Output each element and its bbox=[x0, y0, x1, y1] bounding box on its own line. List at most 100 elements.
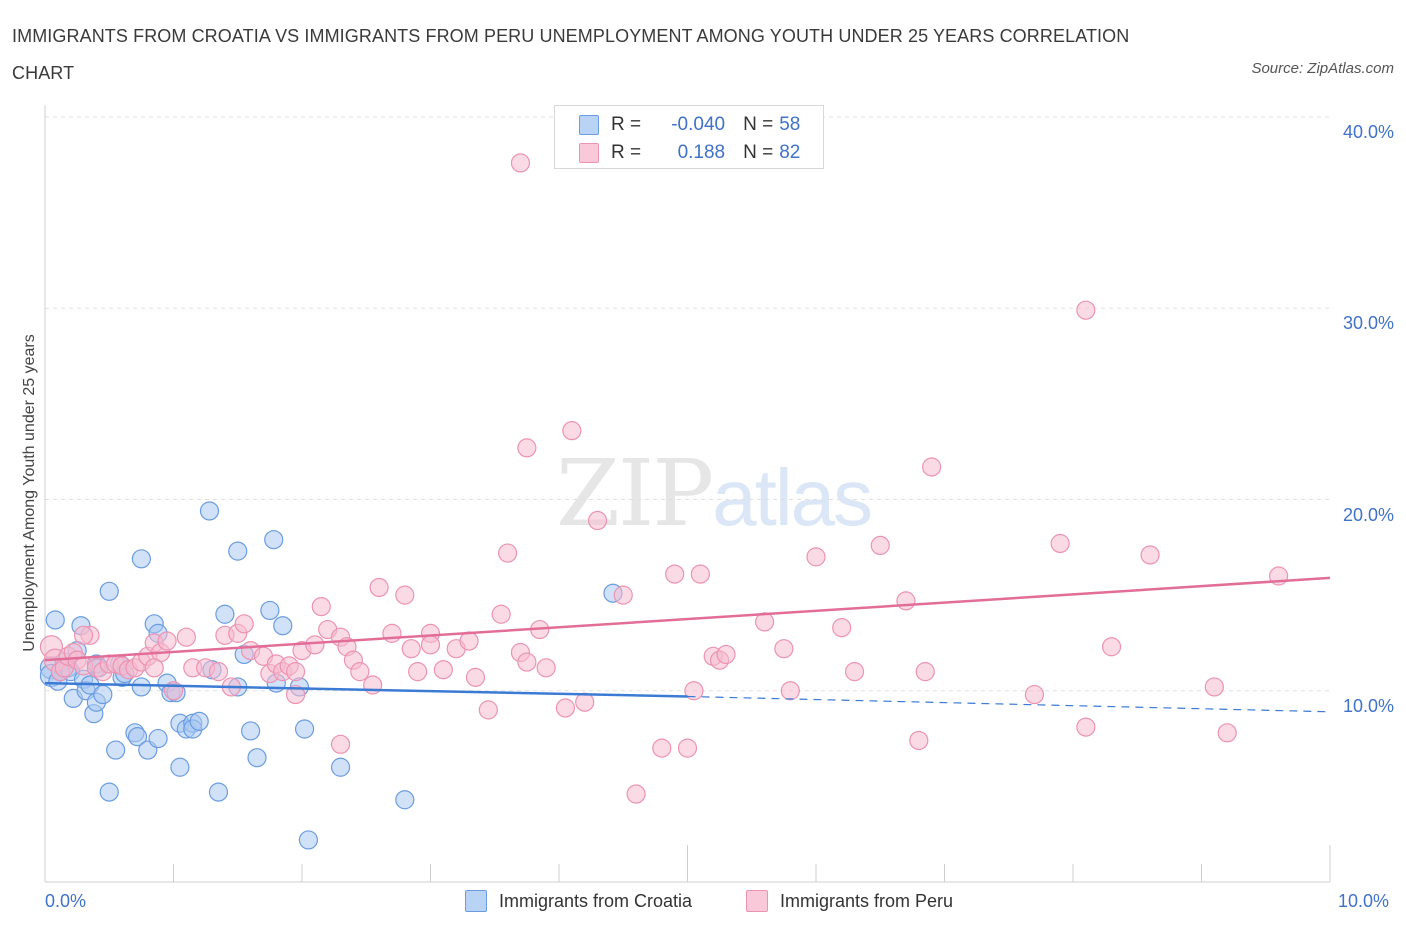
peru-point bbox=[305, 635, 325, 655]
peru-point bbox=[478, 700, 498, 720]
croatia-point bbox=[298, 830, 319, 850]
peru-point bbox=[1204, 677, 1224, 697]
croatia-point bbox=[273, 616, 293, 636]
peru-point bbox=[684, 681, 704, 701]
croatia-point bbox=[131, 677, 151, 697]
peru-point bbox=[234, 614, 254, 634]
peru-point bbox=[1076, 717, 1096, 737]
croatia-point bbox=[148, 728, 168, 749]
peru-point bbox=[677, 738, 698, 758]
legend-n-value-croatia: 58 bbox=[779, 114, 801, 135]
peru-point bbox=[401, 639, 421, 659]
y-axis-label: Unemployment Among Youth under 25 years bbox=[21, 334, 38, 652]
croatia-point bbox=[189, 711, 209, 731]
peru-point bbox=[363, 675, 383, 695]
croatia-point bbox=[106, 740, 126, 760]
peru-point bbox=[780, 681, 800, 701]
croatia-point bbox=[247, 748, 267, 768]
x-tick-label: 0.0% bbox=[45, 891, 87, 911]
peru-point bbox=[690, 564, 710, 584]
grid-lines bbox=[45, 116, 1330, 692]
peru-point bbox=[465, 667, 486, 687]
peru-point bbox=[536, 658, 556, 678]
peru-point bbox=[665, 564, 685, 584]
peru-point bbox=[896, 591, 916, 611]
peru-series bbox=[39, 153, 1289, 804]
peru-point bbox=[330, 734, 351, 754]
croatia-point bbox=[260, 600, 280, 621]
y-tick-label: 10.0% bbox=[1342, 695, 1394, 716]
croatia-point bbox=[208, 782, 229, 802]
croatia-point bbox=[395, 790, 415, 810]
bottom-legend-croatia: Immigrants from Croatia bbox=[465, 890, 692, 912]
legend-r-label: R = bbox=[611, 142, 642, 163]
peru-point bbox=[491, 604, 511, 624]
legend-n-label: N = bbox=[743, 114, 774, 135]
peru-point bbox=[1140, 545, 1160, 565]
peru-point bbox=[285, 662, 306, 682]
legend-r-value-peru: 0.188 bbox=[677, 142, 726, 163]
croatia-point bbox=[241, 721, 261, 741]
croatia-point bbox=[228, 541, 248, 561]
croatia-point bbox=[93, 684, 113, 705]
croatia-point bbox=[99, 782, 119, 802]
peru-point bbox=[369, 577, 389, 598]
peru-point bbox=[626, 784, 646, 804]
axes bbox=[44, 105, 1331, 883]
watermark-atlas: atlas bbox=[712, 453, 873, 542]
trend-lines bbox=[44, 576, 1331, 713]
peru-legend-swatch bbox=[746, 890, 768, 912]
croatia-point bbox=[45, 610, 65, 630]
peru-point bbox=[311, 596, 331, 617]
croatia-point bbox=[199, 501, 220, 521]
peru-point bbox=[176, 627, 196, 647]
legend-row-croatia: R = -0.040 N = 58 bbox=[579, 113, 818, 137]
peru-point bbox=[1024, 684, 1045, 705]
legend-n-value-peru: 82 bbox=[779, 142, 801, 163]
peru-point bbox=[562, 421, 582, 441]
peru-point bbox=[382, 623, 402, 643]
legend-n-label: N = bbox=[743, 142, 774, 163]
croatia-point bbox=[264, 530, 284, 550]
croatia-legend-label: Immigrants from Croatia bbox=[499, 890, 693, 911]
peru-point bbox=[498, 543, 518, 563]
peru-point bbox=[285, 684, 306, 705]
peru-point bbox=[510, 153, 531, 173]
peru-point bbox=[73, 625, 94, 645]
peru-point bbox=[433, 660, 453, 680]
legend-r-value-croatia: -0.040 bbox=[671, 114, 726, 135]
peru-point bbox=[420, 635, 441, 655]
peru-point bbox=[144, 658, 164, 678]
croatia-point bbox=[127, 727, 148, 747]
peru-point bbox=[459, 631, 479, 651]
croatia-point bbox=[170, 757, 190, 777]
peru-point bbox=[408, 662, 428, 682]
peru-point bbox=[909, 730, 929, 751]
peru-point bbox=[652, 738, 672, 758]
peru-legend-label: Immigrants from Peru bbox=[780, 890, 954, 911]
croatia-point bbox=[215, 604, 235, 624]
y-tick-label: 40.0% bbox=[1342, 122, 1394, 142]
legend-r-label: R = bbox=[611, 114, 642, 135]
bottom-legend-peru: Immigrants from Peru bbox=[746, 890, 953, 912]
croatia-point bbox=[131, 549, 151, 569]
legend-row-peru: R = 0.188 N = 82 bbox=[579, 141, 818, 165]
peru-point bbox=[1101, 637, 1122, 657]
y-tick-label: 20.0% bbox=[1342, 504, 1394, 525]
watermark: ZIPatlas bbox=[556, 440, 873, 547]
chart-title: IMMIGRANTS FROM CROATIA VS IMMIGRANTS FR… bbox=[12, 26, 1130, 83]
x-tick-label: 10.0% bbox=[1338, 891, 1390, 911]
peru-point bbox=[517, 652, 537, 672]
peru-point bbox=[587, 510, 608, 531]
y-tick-label: 30.0% bbox=[1342, 313, 1394, 334]
peru-swatch bbox=[579, 143, 599, 163]
peru-point bbox=[806, 547, 826, 567]
peru-point bbox=[1050, 533, 1070, 554]
peru-point bbox=[555, 698, 576, 718]
correlation-legend: R = -0.040 N = 58 R = 0.188 N = 82 bbox=[554, 105, 824, 169]
peru-point bbox=[350, 662, 370, 682]
croatia-legend-swatch bbox=[465, 890, 487, 912]
peru-point bbox=[844, 662, 865, 682]
peru-point bbox=[832, 618, 852, 638]
